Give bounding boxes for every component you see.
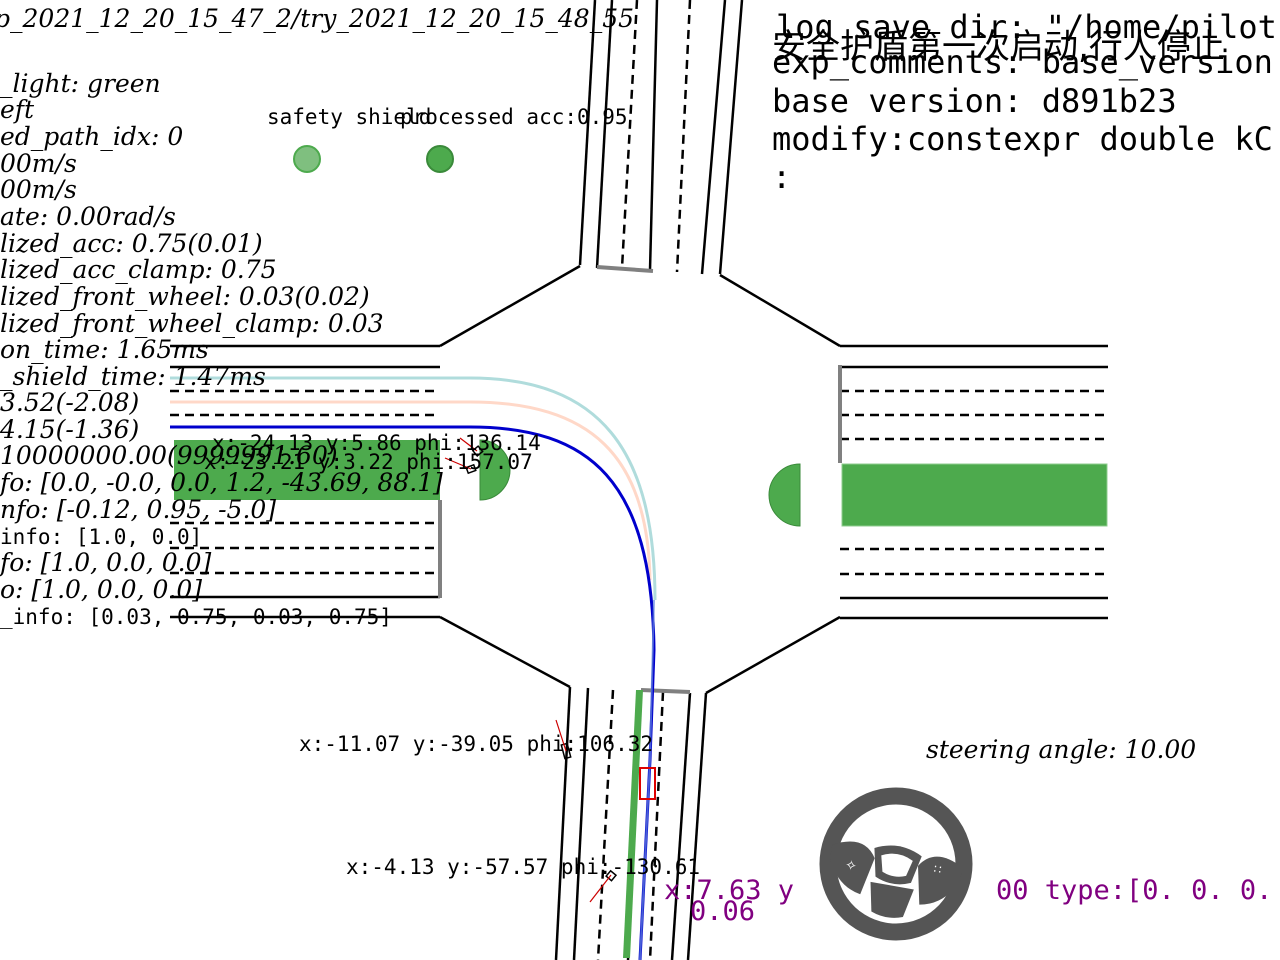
stop-line-north: [596, 265, 654, 273]
east-green-lane: [841, 463, 1108, 527]
candidate-path-peach: [170, 400, 652, 581]
status-line: 4.15(-1.36): [0, 415, 139, 444]
agent-marker-1: [459, 437, 484, 458]
agent-marker-2: [444, 457, 477, 475]
status-line: 00m/s: [0, 175, 77, 204]
green-zones: [174, 439, 1108, 958]
status-line: 10000000.00(9999991.60): [0, 441, 338, 470]
colon-line: :: [772, 158, 791, 196]
steering-angle-label: steering angle: 10.00: [926, 735, 1196, 764]
agent-label-3: x:-11.07 y:-39.05 phi:106.32: [299, 732, 653, 756]
status-line: ate: 0.00rad/s: [0, 202, 176, 231]
status-line: lized_acc_clamp: 0.75: [0, 255, 277, 284]
steering-display: steering angle: 10.00 ✧ ∷: [819, 735, 1196, 941]
status-line: lized_acc: 0.75(0.01): [0, 229, 263, 258]
candidate-path-teal: [170, 376, 657, 601]
status-line: lized_front_wheel: 0.03(0.02): [0, 282, 370, 311]
info-line: o: [1.0, 0.0, 0.0]: [0, 575, 202, 604]
processed-acc-label: processed acc:0.95: [400, 105, 628, 129]
selected-path-tail: [639, 599, 655, 960]
south-green-lane: [623, 690, 643, 958]
status-line: _shield_time: 1.47ms: [0, 362, 266, 391]
agent-label-2: x:-23.21 y:3.22 phi:157.07: [204, 450, 533, 474]
exp-comments: exp_comments: base_version: [772, 43, 1273, 81]
west-green-lane: [174, 440, 440, 500]
ego-position-label: x:7.63 y: [664, 875, 794, 906]
info-line: fo: [1.0, 0.0, 0.0]: [0, 548, 211, 577]
agent-markers: [444, 437, 656, 903]
log-save-dir: log save dir: "/home/pilot: [776, 8, 1277, 46]
modify-line: modify:constexpr double kC: [772, 120, 1273, 158]
safety-shield-label: safety shield: [267, 105, 431, 129]
status-line: 00m/s: [0, 149, 77, 178]
status-line: eft: [0, 95, 35, 124]
ego-type-label: 00 type:[0. 0. 0.: [996, 875, 1272, 906]
status-line: 3.52(-2.08): [0, 388, 139, 417]
info-line: _info: [0.03, 0.75, 0.03, 0.75]: [0, 605, 392, 629]
base-version: base version: d891b23: [772, 82, 1177, 120]
status-line: nfo: [-0.12, 0.95, -5.0]: [0, 495, 276, 524]
svg-text:∷: ∷: [933, 862, 943, 877]
ego-vehicle-box: [639, 767, 656, 800]
ego-info: x:7.63 y 0.06 00 type:[0. 0. 0.: [664, 875, 1272, 927]
road-network: [170, 0, 1108, 960]
planned-paths: [170, 376, 657, 960]
agent-labels: x:-24.13 y:5.86 phi:136.14 x:-23.21 y:3.…: [204, 431, 700, 879]
stop-line-south: [640, 688, 691, 694]
processed-acc-indicator: [426, 145, 454, 173]
steering-wheel-icon: ✧ ∷: [819, 787, 973, 941]
status-line: lized_front_wheel_clamp: 0.03: [0, 309, 384, 338]
indicator-panel: safety shield processed acc:0.95: [267, 105, 628, 173]
status-line: fo: [0.0, -0.0, 0.0, 1.2, -43.69, 88.1]: [0, 468, 443, 497]
chinese-overlay: 安全护盾第一次启动,行人停止: [772, 27, 1225, 67]
status-line: on_time: 1.65ms: [0, 335, 209, 364]
status-line: ed_path_idx: 0: [0, 122, 183, 151]
agent-label-4: x:-4.13 y:-57.57 phi:-130.61: [346, 855, 700, 879]
status-panel: _light: green eft ed_path_idx: 0 00m/s 0…: [0, 69, 443, 629]
agent-label-1: x:-24.13 y:5.86 phi:136.14: [212, 431, 541, 455]
safety-shield-indicator: [293, 145, 321, 173]
east-light-halfcircle: [768, 463, 801, 527]
header-text: p_2021_12_20_15_47_2/try_2021_12_20_15_4…: [0, 4, 1277, 196]
svg-text:✧: ✧: [844, 857, 859, 875]
info-line: info: [1.0, 0.0]: [0, 525, 202, 549]
agent-marker-3: [555, 719, 572, 760]
status-line: _light: green: [0, 69, 161, 98]
west-light-halfcircle: [479, 439, 511, 501]
log-path: p_2021_12_20_15_47_2/try_2021_12_20_15_4…: [0, 4, 634, 33]
agent-marker-4: [589, 869, 618, 903]
ego-position-label-2: 0.06: [690, 896, 755, 927]
